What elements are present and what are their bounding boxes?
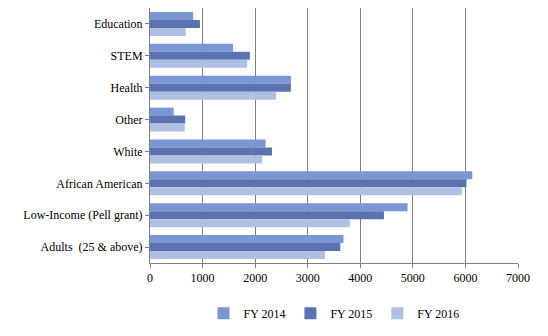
svg-text:7000: 7000 (506, 271, 530, 285)
svg-text:White: White (113, 145, 142, 159)
svg-text:African American: African American (56, 177, 142, 191)
svg-text:FY 2016: FY 2016 (417, 307, 459, 321)
svg-text:2000: 2000 (243, 271, 267, 285)
svg-text:Health: Health (111, 81, 143, 95)
svg-text:1000: 1000 (191, 271, 215, 285)
svg-text:Adults (25 & above): Adults (25 & above) (41, 240, 143, 254)
svg-text:3000: 3000 (296, 271, 320, 285)
svg-text:Low-Income (Pell grant): Low-Income (Pell grant) (23, 208, 142, 222)
svg-text:6000: 6000 (453, 271, 477, 285)
svg-text:FY 2015: FY 2015 (330, 307, 372, 321)
svg-text:Other: Other (115, 113, 142, 127)
svg-text:STEM: STEM (111, 49, 143, 63)
svg-text:0: 0 (147, 271, 153, 285)
svg-text:5000: 5000 (401, 271, 425, 285)
svg-text:Education: Education (94, 17, 143, 31)
svg-text:4000: 4000 (348, 271, 372, 285)
svg-text:FY 2014: FY 2014 (244, 307, 286, 321)
